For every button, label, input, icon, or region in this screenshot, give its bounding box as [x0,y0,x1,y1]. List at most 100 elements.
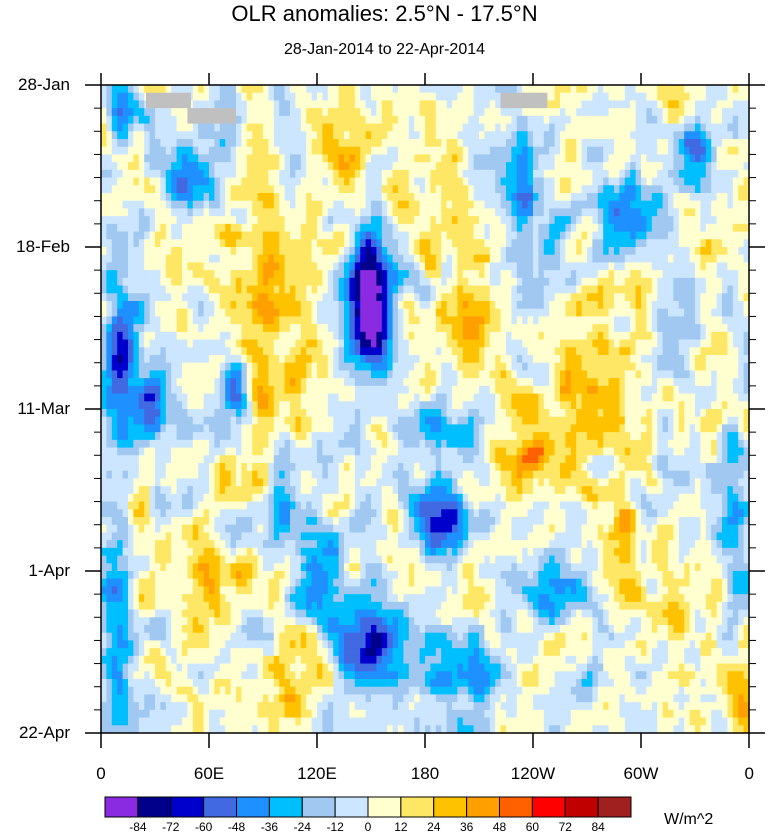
field-cell [246,162,253,171]
field-cell [560,123,566,132]
field-cell [705,270,712,279]
field-cell [425,208,431,217]
field-cell [608,331,615,341]
field-cell [705,92,712,102]
field-cell [209,162,215,171]
field-cell [408,146,415,156]
field-cell [446,92,453,102]
field-cell [516,393,523,402]
field-cell [376,316,383,325]
field-cell [381,146,388,156]
field-cell [268,139,275,148]
field-cell [587,231,593,240]
field-cell [597,362,604,372]
field-cell [392,308,399,318]
field-cell [214,355,221,364]
field-cell [743,293,750,302]
field-cell [182,139,188,148]
field-cell [106,254,113,264]
field-cell [597,355,604,364]
field-cell [619,270,626,279]
field-cell [473,162,480,171]
field-cell [738,385,745,395]
field-cell [160,239,167,248]
field-cell [176,193,183,202]
field-cell [522,362,529,372]
field-cell [630,185,637,194]
field-cell [398,277,404,287]
field-cell [322,108,329,117]
field-cell [354,277,361,287]
field-cell [441,108,448,117]
field-cell [311,200,318,210]
field-cell [446,146,453,156]
field-cell [155,362,161,372]
field-cell [662,301,669,310]
field-cell [236,301,242,310]
field-cell [614,216,620,225]
field-cell [473,115,480,125]
field-cell [457,262,464,271]
field-cell [516,154,523,163]
field-cell [570,216,577,225]
field-cell [252,139,259,148]
field-cell [684,231,691,240]
field-cell [236,393,242,402]
field-cell [441,193,448,202]
field-cell [743,115,750,125]
field-cell [608,301,615,310]
field-cell [727,154,734,163]
field-cell [322,200,329,210]
field-cell [560,216,566,225]
field-cell [333,85,340,94]
field-cell [133,146,140,156]
field-cell [160,301,167,310]
field-cell [198,231,205,240]
field-cell [624,347,631,356]
field-cell [182,146,188,156]
field-cell [171,293,178,302]
field-cell [614,185,620,194]
field-cell [403,401,410,410]
field-cell [538,131,545,140]
field-cell [570,347,577,356]
field-cell [479,285,485,294]
field-cell [603,185,610,194]
field-cell [187,139,194,148]
field-cell [678,247,685,256]
field-cell [538,355,545,364]
field-cell [349,362,356,372]
field-cell [414,100,421,109]
field-cell [549,177,556,186]
field-cell [479,331,485,341]
field-cell [419,154,426,163]
field-cell [549,216,556,225]
field-cell [646,347,653,356]
field-cell [219,339,226,348]
field-cell [479,193,485,202]
field-cell [624,393,631,402]
field-cell [171,154,178,163]
field-cell [554,262,561,271]
field-cell [117,401,124,410]
field-cell [657,385,664,395]
field-cell [381,200,388,210]
field-cell [122,239,129,248]
field-cell [176,200,183,210]
field-cell [252,131,259,140]
field-cell [446,385,453,395]
field-cell [398,393,404,402]
field-cell [230,177,237,186]
field-cell [187,262,194,271]
field-cell [317,370,323,379]
field-cell [705,385,712,395]
field-cell [635,85,642,94]
field-cell [484,308,491,318]
field-cell [597,239,604,248]
field-cell [165,177,172,186]
field-cell [230,239,237,248]
field-cell [711,139,718,148]
field-cell [722,331,728,341]
field-cell [241,162,248,171]
field-cell [646,177,653,186]
